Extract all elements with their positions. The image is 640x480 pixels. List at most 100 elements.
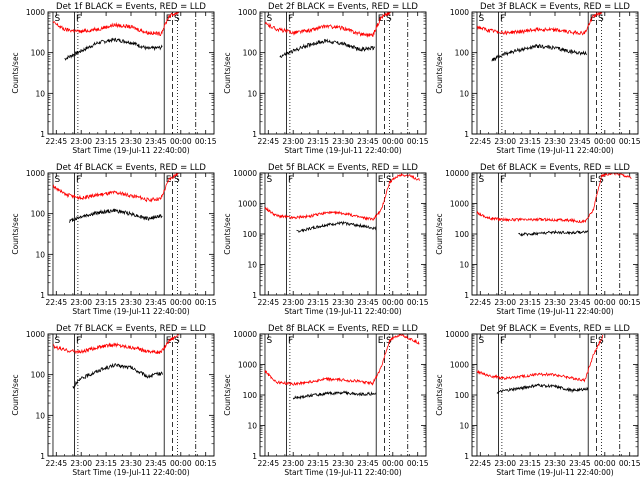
marker-label: E xyxy=(590,336,596,346)
panel-title: Det 6f BLACK = Events, RED = LLD xyxy=(480,163,630,173)
y-tick-label: 100 xyxy=(243,391,258,400)
series-lld-line xyxy=(476,173,632,224)
x-tick-label: 23:00 xyxy=(70,137,92,146)
series-lld-line xyxy=(52,12,180,36)
y-tick-label: 1 xyxy=(40,291,45,300)
y-tick-label: 10000 xyxy=(233,169,257,178)
y-tick-label: 10 xyxy=(35,411,45,420)
panel-det-9: Det 9f BLACK = Events, RED = LLD Counts/s… xyxy=(435,324,640,477)
panel-det-4: Det 4f BLACK = Events, RED = LLD Counts/s… xyxy=(11,163,217,316)
y-axis-label: Counts/sec xyxy=(11,374,20,415)
x-tick-label: 00:00 xyxy=(170,298,192,307)
marker-label: S xyxy=(266,175,272,185)
x-tick-label: 00:00 xyxy=(594,298,616,307)
marker-label: F xyxy=(288,336,293,346)
x-tick-label: 23:30 xyxy=(120,459,142,468)
marker-label: S xyxy=(386,14,392,24)
x-tick-label: 23:45 xyxy=(357,459,379,468)
x-axis-label: Start Time (19-Jul-11 22:40:00) xyxy=(284,468,401,477)
y-tick-label: 1000 xyxy=(450,200,469,209)
x-tick-label: 23:00 xyxy=(494,137,516,146)
x-tick-label: 22:45 xyxy=(469,298,491,307)
x-tick-label: 22:45 xyxy=(257,459,279,468)
x-tick-label: 22:45 xyxy=(469,459,491,468)
y-axis-label: Counts/sec xyxy=(435,213,444,254)
x-tick-label: 22:45 xyxy=(257,137,279,146)
series-lld-line xyxy=(264,12,392,38)
plot-frame xyxy=(471,333,639,457)
y-tick-label: 1 xyxy=(252,130,257,139)
series-lld-line xyxy=(264,173,420,221)
y-tick-label: 1000 xyxy=(238,361,257,370)
y-axis-label: Counts/sec xyxy=(223,374,232,415)
marker-label: S xyxy=(478,175,484,185)
y-tick-label: 10 xyxy=(35,250,45,259)
y-tick-label: 100 xyxy=(455,230,470,239)
series-events-line xyxy=(72,362,163,389)
x-axis-label: Start Time (19-Jul-11 22:40:00) xyxy=(496,307,613,316)
y-tick-label: 1 xyxy=(252,291,257,300)
y-tick-label: 1000 xyxy=(450,8,469,17)
panel-det-8: Det 8f BLACK = Events, RED = LLD Counts/s… xyxy=(223,324,429,477)
panel-det-1: Det 1f BLACK = Events, RED = LLD Counts/s… xyxy=(11,2,217,155)
x-tick-label: 23:00 xyxy=(282,298,304,307)
x-tick-label: 23:15 xyxy=(519,459,541,468)
marker-label: F xyxy=(500,14,505,24)
x-tick-label: 23:45 xyxy=(145,298,167,307)
y-tick-label: 100 xyxy=(31,371,46,380)
x-tick-label: 23:15 xyxy=(95,298,117,307)
x-tick-label: 23:15 xyxy=(307,137,329,146)
panel-det-2: Det 2f BLACK = Events, RED = LLD Counts/s… xyxy=(223,2,429,155)
x-tick-label: 23:45 xyxy=(145,459,167,468)
y-tick-label: 10 xyxy=(459,422,469,431)
x-axis-label: Start Time (19-Jul-11 22:40:00) xyxy=(284,146,401,155)
marker-label: F xyxy=(500,175,505,185)
x-axis-label: Start Time (19-Jul-11 22:40:00) xyxy=(72,307,189,316)
x-tick-label: 00:15 xyxy=(619,298,640,307)
y-tick-label: 100 xyxy=(243,230,258,239)
marker-label: E xyxy=(590,14,596,24)
y-tick-label: 10000 xyxy=(445,330,469,339)
x-tick-label: 23:30 xyxy=(332,298,354,307)
y-axis-label: Counts/sec xyxy=(11,52,20,93)
y-tick-label: 1 xyxy=(252,452,257,461)
x-tick-label: 23:45 xyxy=(569,137,591,146)
series-events-line xyxy=(64,37,163,61)
series-lld-line xyxy=(476,334,604,383)
x-tick-label: 22:45 xyxy=(45,459,67,468)
x-tick-label: 00:00 xyxy=(382,459,404,468)
x-tick-label: 23:15 xyxy=(307,459,329,468)
x-tick-label: 23:30 xyxy=(332,459,354,468)
x-axis-label: Start Time (19-Jul-11 22:40:00) xyxy=(72,146,189,155)
y-axis-label: Counts/sec xyxy=(435,374,444,415)
series-lld-line xyxy=(52,173,180,203)
y-tick-label: 100 xyxy=(31,210,46,219)
marker-label: S xyxy=(174,336,180,346)
marker-label: F xyxy=(76,175,81,185)
y-tick-label: 100 xyxy=(455,391,470,400)
marker-label: S xyxy=(478,336,484,346)
y-axis-label: Counts/sec xyxy=(11,213,20,254)
plot-frame xyxy=(259,11,427,135)
marker-label: S xyxy=(54,14,60,24)
marker-label: F xyxy=(500,336,505,346)
marker-label: S xyxy=(54,175,60,185)
panel-title: Det 2f BLACK = Events, RED = LLD xyxy=(268,2,418,12)
x-tick-label: 22:45 xyxy=(469,137,491,146)
x-tick-label: 00:00 xyxy=(382,137,404,146)
x-tick-label: 23:45 xyxy=(569,298,591,307)
plot-frame xyxy=(259,333,427,457)
x-tick-label: 00:15 xyxy=(619,137,640,146)
x-tick-label: 00:15 xyxy=(407,298,429,307)
series-events-line xyxy=(279,38,375,58)
x-tick-label: 00:15 xyxy=(195,459,217,468)
panel-title: Det 1f BLACK = Events, RED = LLD xyxy=(56,2,206,12)
y-axis-label: Counts/sec xyxy=(223,52,232,93)
panel-title: Det 8f BLACK = Events, RED = LLD xyxy=(268,324,418,334)
y-tick-label: 1000 xyxy=(26,330,45,339)
plot-frame xyxy=(47,172,215,296)
y-tick-label: 100 xyxy=(31,49,46,58)
plot-frame xyxy=(471,172,639,296)
series-events-line xyxy=(296,220,377,234)
x-tick-label: 00:15 xyxy=(407,459,429,468)
